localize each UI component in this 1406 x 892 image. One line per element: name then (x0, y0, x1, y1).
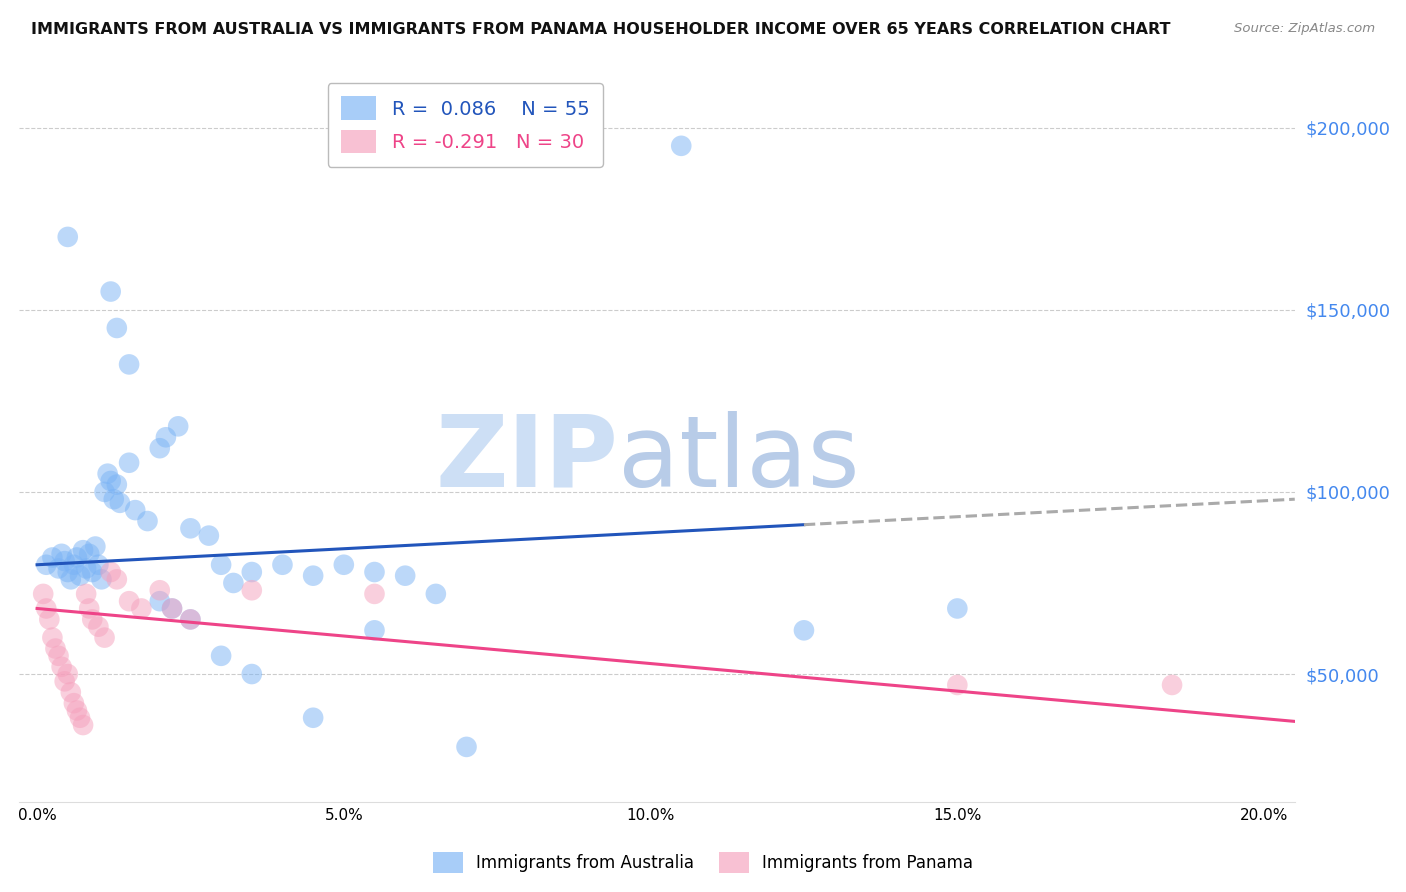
Point (209, 648, 232, 663)
Point (394, 568, 416, 582)
Point (302, 568, 325, 582)
Point (179, 612, 201, 626)
Point (69, 711, 91, 725)
Text: ZIP: ZIP (436, 410, 619, 508)
Point (179, 612, 201, 626)
Point (82, 612, 104, 626)
Point (167, 419, 190, 434)
Point (149, 583, 172, 598)
Point (100, 474, 122, 488)
Point (35, 601, 58, 615)
Point (63, 558, 86, 572)
Point (333, 558, 356, 572)
Point (209, 558, 232, 572)
Point (72, 718, 94, 732)
Point (118, 594, 141, 608)
Point (59, 685, 82, 699)
Point (124, 503, 146, 517)
Point (56, 230, 79, 244)
Point (118, 358, 141, 372)
Point (41, 550, 63, 565)
Point (56, 667, 79, 681)
Point (51, 547, 73, 561)
Point (35, 558, 58, 572)
Point (105, 321, 128, 335)
Point (118, 456, 141, 470)
Point (671, 138, 693, 153)
Point (51, 659, 73, 673)
Point (363, 587, 385, 601)
Point (946, 678, 969, 692)
Point (38, 612, 60, 626)
Point (77, 547, 100, 561)
Legend: R =  0.086    N = 55, R = -0.291   N = 30: R = 0.086 N = 55, R = -0.291 N = 30 (328, 83, 603, 167)
Point (105, 572, 128, 586)
Point (271, 558, 294, 572)
Point (240, 583, 263, 598)
Point (69, 568, 91, 582)
Point (41, 631, 63, 645)
Point (149, 441, 172, 455)
Point (84, 540, 107, 554)
Point (90, 572, 112, 586)
Point (136, 514, 159, 528)
Point (105, 477, 128, 491)
Text: Source: ZipAtlas.com: Source: ZipAtlas.com (1234, 22, 1375, 36)
Point (100, 285, 122, 299)
Point (108, 496, 131, 510)
Point (97, 467, 120, 481)
Point (946, 601, 969, 615)
Point (198, 528, 221, 542)
Point (32, 587, 55, 601)
Point (103, 492, 125, 507)
Point (48, 648, 70, 663)
Point (160, 601, 183, 615)
Text: IMMIGRANTS FROM AUSTRALIA VS IMMIGRANTS FROM PANAMA HOUSEHOLDER INCOME OVER 65 Y: IMMIGRANTS FROM AUSTRALIA VS IMMIGRANTS … (31, 22, 1170, 37)
Text: atlas: atlas (619, 410, 860, 508)
Point (160, 601, 183, 615)
Point (240, 565, 263, 579)
Point (82, 565, 104, 579)
Legend: Immigrants from Australia, Immigrants from Panama: Immigrants from Australia, Immigrants fr… (426, 846, 980, 880)
Point (149, 594, 172, 608)
Point (131, 601, 153, 615)
Point (66, 703, 89, 717)
Point (793, 624, 815, 638)
Point (75, 561, 97, 575)
Point (100, 565, 122, 579)
Point (66, 550, 89, 565)
Point (87, 558, 110, 572)
Point (59, 572, 82, 586)
Point (93, 484, 115, 499)
Point (425, 587, 447, 601)
Point (48, 561, 70, 575)
Point (93, 631, 115, 645)
Point (53, 554, 76, 568)
Point (75, 587, 97, 601)
Point (56, 565, 79, 579)
Point (87, 620, 110, 634)
Point (240, 667, 263, 681)
Point (155, 430, 177, 444)
Point (63, 696, 86, 710)
Point (363, 624, 385, 638)
Point (1161, 678, 1184, 692)
Point (363, 565, 385, 579)
Point (77, 601, 100, 615)
Point (456, 739, 478, 754)
Point (222, 576, 245, 591)
Point (72, 543, 94, 558)
Point (53, 674, 76, 689)
Point (302, 711, 325, 725)
Point (179, 521, 201, 535)
Point (44, 641, 66, 656)
